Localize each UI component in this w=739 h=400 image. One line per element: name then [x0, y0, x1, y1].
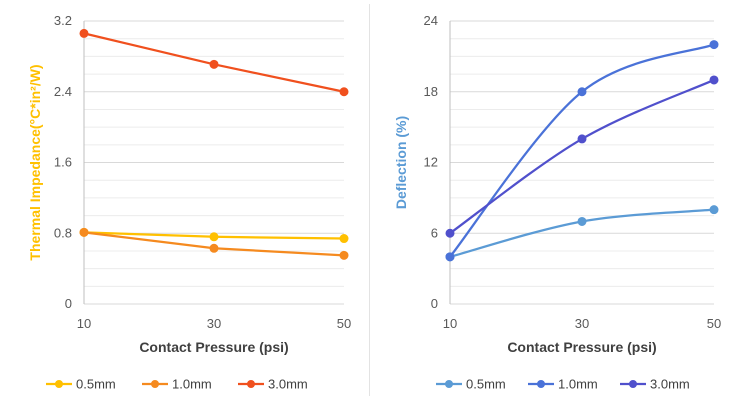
y-tick-label: 1.6: [54, 155, 72, 170]
legend-marker: [629, 380, 637, 388]
data-point: [445, 252, 455, 262]
y-tick-label: 0: [65, 296, 72, 311]
x-axis-title: Contact Pressure (psi): [507, 339, 656, 355]
legend-marker: [247, 380, 255, 388]
y-tick-label: 0.8: [54, 225, 72, 240]
deflection-chart: 0 6 12 18 24 10 30 50 Contact Pressure (psi) Defl…: [370, 0, 739, 400]
y-axis-title: Thermal Impedance(°C*in²/W): [27, 64, 43, 260]
legend-marker: [151, 380, 159, 388]
data-point: [577, 134, 587, 144]
legend-marker: [55, 380, 63, 388]
data-point: [339, 87, 349, 97]
y-tick-label: 18: [424, 84, 438, 99]
legend-label: 1.0mm: [558, 377, 598, 392]
panel-divider: [369, 4, 370, 396]
legend-label: 3.0mm: [650, 377, 690, 392]
data-point: [339, 250, 349, 260]
data-point: [209, 59, 219, 69]
legend-label: 0.5mm: [466, 377, 506, 392]
x-tick-label: 30: [207, 316, 221, 331]
data-point: [577, 216, 587, 226]
data-point: [79, 28, 89, 38]
data-point: [79, 227, 89, 237]
data-point: [339, 234, 349, 244]
y-tick-label: 3.2: [54, 13, 72, 28]
y-tick-label: 6: [431, 225, 438, 240]
x-tick-label: 10: [443, 316, 457, 331]
legend-label: 1.0mm: [172, 377, 212, 392]
x-tick-label: 30: [575, 316, 589, 331]
legend-label: 3.0mm: [268, 377, 308, 392]
y-tick-label: 2.4: [54, 84, 72, 99]
data-point: [709, 205, 719, 215]
data-point: [577, 87, 587, 97]
thermal-impedance-chart: 0 0.8 1.6 2.4 3.2 10 30 50 Contact Pressure (psi…: [27, 13, 351, 392]
thermal-impedance-chart-svg: 0 0.8 1.6 2.4 3.2 10 30 50 Contact Pressure (psi…: [27, 13, 351, 392]
y-tick-label: 0: [431, 296, 438, 311]
y-tick-label: 24: [424, 13, 438, 28]
deflection-chart-svg: 0 6 12 18 24 10 30 50 Contact Pressure (psi) Defl…: [393, 13, 721, 392]
data-point: [709, 75, 719, 85]
x-tick-label: 50: [707, 316, 721, 331]
x-tick-label: 50: [337, 316, 351, 331]
data-point: [709, 40, 719, 50]
data-point: [209, 232, 219, 242]
x-tick-label: 10: [77, 316, 91, 331]
y-axis-title: Deflection (%): [393, 116, 409, 209]
legend-marker: [537, 380, 545, 388]
data-point: [209, 243, 219, 253]
x-axis-title: Contact Pressure (psi): [139, 339, 288, 355]
series-line-3-0mm: [449, 78, 715, 235]
legend-label: 0.5mm: [76, 377, 116, 392]
y-tick-label: 12: [424, 155, 438, 170]
legend-marker: [445, 380, 453, 388]
data-point: [445, 228, 455, 238]
